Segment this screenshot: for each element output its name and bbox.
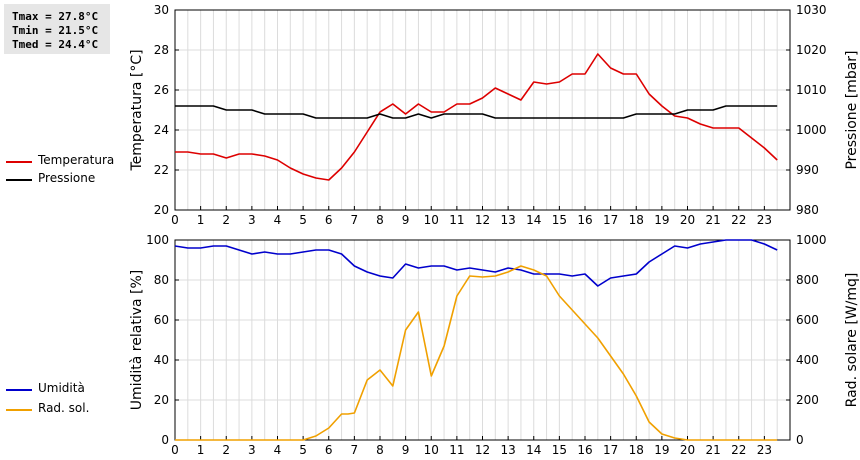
panel2-x-tick-label: 7 bbox=[351, 443, 359, 457]
panel1-y2-tick-label: 1030 bbox=[796, 3, 827, 17]
panel1-x-tick-label: 2 bbox=[222, 213, 230, 227]
panel2-x-tick-label: 9 bbox=[402, 443, 410, 457]
panel2-x-tick-label: 3 bbox=[248, 443, 256, 457]
panel1-series-pressione bbox=[175, 105, 778, 119]
panel2-x-tick-label: 1 bbox=[197, 443, 205, 457]
panel2-y-axis-label: Umidità relativa [%] bbox=[129, 270, 145, 411]
panel1-y-tick-label: 24 bbox=[154, 123, 169, 137]
tmed-text: Tmed = 24.4°C bbox=[12, 38, 99, 51]
panel2-y2-tick-label: 200 bbox=[796, 393, 819, 407]
panel1-y-tick-label: 30 bbox=[154, 3, 169, 17]
panel1-x-tick-label: 7 bbox=[351, 213, 359, 227]
panel2-x-tick-label: 22 bbox=[731, 443, 746, 457]
panel1-y2-tick-label: 1000 bbox=[796, 123, 827, 137]
panel1-y-tick-label: 20 bbox=[154, 203, 169, 217]
panel1-y2-tick-label: 990 bbox=[796, 163, 819, 177]
panel1-x-tick-label: 5 bbox=[299, 213, 307, 227]
panel1-x-tick-label: 6 bbox=[325, 213, 333, 227]
legend-label-umidit: Umidità bbox=[38, 381, 85, 395]
legend-swatch-temperatura bbox=[6, 161, 32, 163]
panel2-y-tick-label: 80 bbox=[154, 273, 169, 287]
panel1-y2-tick-label: 1010 bbox=[796, 83, 827, 97]
panel1-x-tick-label: 8 bbox=[376, 213, 384, 227]
panel2-y2-tick-label: 800 bbox=[796, 273, 819, 287]
panel2-series-rad-sol bbox=[175, 265, 778, 441]
panel2-y-tick-label: 100 bbox=[146, 233, 169, 247]
legend-label-temperatura: Temperatura bbox=[38, 153, 115, 167]
panel1-x-tick-label: 13 bbox=[500, 213, 515, 227]
panel1-y-axis-label: Temperatura [°C] bbox=[129, 49, 145, 171]
legend-swatch-pressione bbox=[6, 179, 32, 181]
panel2-y-tick-label: 40 bbox=[154, 353, 169, 367]
panel2-x-tick-label: 8 bbox=[376, 443, 384, 457]
panel2-y2-tick-label: 0 bbox=[796, 433, 804, 447]
panel2-y2-tick-label: 600 bbox=[796, 313, 819, 327]
panel2-x-tick-label: 5 bbox=[299, 443, 307, 457]
legend-label-rad-sol: Rad. sol. bbox=[38, 401, 90, 415]
stats-box: Tmax = 27.8°C Tmin = 21.5°C Tmed = 24.4°… bbox=[4, 4, 110, 54]
tmax-text: Tmax = 27.8°C bbox=[12, 10, 99, 23]
panel2-x-tick-label: 17 bbox=[603, 443, 618, 457]
panel2-y2-tick-label: 400 bbox=[796, 353, 819, 367]
panel2-x-tick-label: 2 bbox=[222, 443, 230, 457]
panel2-x-tick-label: 4 bbox=[274, 443, 282, 457]
panel2-x-tick-label: 16 bbox=[577, 443, 592, 457]
panel1-y2-axis-label: Pressione [mbar] bbox=[844, 50, 860, 169]
legend-swatch-umidit bbox=[6, 389, 32, 391]
panel2-x-tick-label: 11 bbox=[449, 443, 464, 457]
panel1-x-tick-label: 19 bbox=[654, 213, 669, 227]
panel2-x-tick-label: 23 bbox=[757, 443, 772, 457]
panel1-y-tick-label: 22 bbox=[154, 163, 169, 177]
panel2-y-tick-label: 60 bbox=[154, 313, 169, 327]
panel1-series-temperatura bbox=[175, 53, 778, 181]
panel1-x-tick-label: 11 bbox=[449, 213, 464, 227]
panel2-x-tick-label: 15 bbox=[552, 443, 567, 457]
panel2-y-tick-label: 20 bbox=[154, 393, 169, 407]
panel2-x-tick-label: 13 bbox=[500, 443, 515, 457]
panel1-x-tick-label: 9 bbox=[402, 213, 410, 227]
tmin-text: Tmin = 21.5°C bbox=[12, 24, 99, 37]
panel1-x-tick-label: 12 bbox=[475, 213, 490, 227]
panel2-x-tick-label: 0 bbox=[171, 443, 179, 457]
panel1-x-tick-label: 17 bbox=[603, 213, 618, 227]
panel2-x-tick-label: 21 bbox=[705, 443, 720, 457]
panel1-x-tick-label: 16 bbox=[577, 213, 592, 227]
panel1-x-tick-label: 3 bbox=[248, 213, 256, 227]
panel2-y2-tick-label: 1000 bbox=[796, 233, 827, 247]
panel1-x-tick-label: 20 bbox=[680, 213, 695, 227]
panel1-x-tick-label: 18 bbox=[629, 213, 644, 227]
panel1-x-tick-label: 0 bbox=[171, 213, 179, 227]
panel2-series-umidit bbox=[174, 239, 778, 287]
panel2-y-tick-label: 0 bbox=[161, 433, 169, 447]
panel1-x-tick-label: 15 bbox=[552, 213, 567, 227]
panel2-x-tick-label: 14 bbox=[526, 443, 541, 457]
panel1-x-tick-label: 10 bbox=[424, 213, 439, 227]
panel1-y-tick-label: 28 bbox=[154, 43, 169, 57]
panel2-x-tick-label: 20 bbox=[680, 443, 695, 457]
panel2-x-tick-label: 6 bbox=[325, 443, 333, 457]
panel2-x-tick-label: 18 bbox=[629, 443, 644, 457]
legend-label-pressione: Pressione bbox=[38, 171, 96, 185]
panel1-y2-tick-label: 1020 bbox=[796, 43, 827, 57]
panel2-y2-axis-label: Rad. solare [W/mq] bbox=[844, 273, 860, 408]
panel1-x-tick-label: 4 bbox=[274, 213, 282, 227]
legend-swatch-rad-sol bbox=[6, 409, 32, 411]
panel1-y2-tick-label: 980 bbox=[796, 203, 819, 217]
panel2-x-tick-label: 19 bbox=[654, 443, 669, 457]
panel1-x-tick-label: 14 bbox=[526, 213, 541, 227]
panel1-x-tick-label: 1 bbox=[197, 213, 205, 227]
panel1-x-tick-label: 23 bbox=[757, 213, 772, 227]
panel2-x-tick-label: 10 bbox=[424, 443, 439, 457]
panel2-x-tick-label: 12 bbox=[475, 443, 490, 457]
panel1-x-tick-label: 22 bbox=[731, 213, 746, 227]
panel1-x-tick-label: 21 bbox=[705, 213, 720, 227]
panel1-y-tick-label: 26 bbox=[154, 83, 169, 97]
